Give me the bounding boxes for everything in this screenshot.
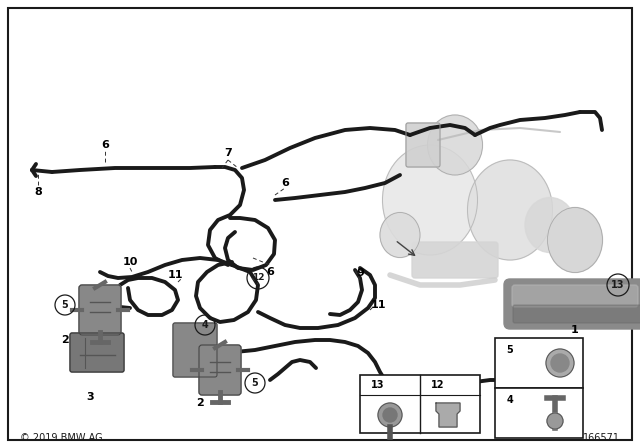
- Text: 6: 6: [101, 140, 109, 150]
- Text: 6: 6: [266, 267, 274, 277]
- Text: 3: 3: [86, 392, 94, 402]
- Text: 12: 12: [431, 380, 445, 390]
- Circle shape: [378, 403, 402, 427]
- Ellipse shape: [547, 207, 602, 272]
- Text: 2: 2: [196, 398, 204, 408]
- Text: 5: 5: [507, 345, 513, 355]
- FancyBboxPatch shape: [406, 123, 440, 167]
- Circle shape: [383, 408, 397, 422]
- Circle shape: [551, 354, 569, 372]
- Text: 13: 13: [371, 380, 385, 390]
- Text: 4: 4: [507, 395, 513, 405]
- FancyBboxPatch shape: [70, 333, 124, 372]
- Text: 5: 5: [252, 378, 259, 388]
- Text: 7: 7: [224, 148, 232, 158]
- Text: 166571: 166571: [583, 433, 620, 443]
- Bar: [495, 338, 583, 388]
- Ellipse shape: [383, 145, 477, 255]
- Text: 12: 12: [252, 273, 264, 283]
- FancyBboxPatch shape: [512, 285, 638, 307]
- Ellipse shape: [467, 160, 552, 260]
- Polygon shape: [436, 403, 460, 427]
- Bar: [360, 375, 480, 433]
- Circle shape: [546, 349, 574, 377]
- Ellipse shape: [380, 212, 420, 258]
- Text: 11: 11: [167, 270, 183, 280]
- Text: 5: 5: [61, 300, 68, 310]
- Text: 6: 6: [281, 178, 289, 188]
- FancyBboxPatch shape: [173, 323, 217, 377]
- FancyBboxPatch shape: [199, 345, 241, 395]
- FancyBboxPatch shape: [504, 279, 640, 329]
- Circle shape: [547, 413, 563, 429]
- Ellipse shape: [428, 115, 483, 175]
- Text: 8: 8: [34, 187, 42, 197]
- FancyBboxPatch shape: [412, 242, 498, 278]
- Text: 4: 4: [202, 320, 209, 330]
- Text: 11: 11: [371, 300, 386, 310]
- Ellipse shape: [525, 198, 575, 253]
- Text: 1: 1: [571, 325, 579, 335]
- FancyBboxPatch shape: [79, 285, 121, 335]
- Text: 9: 9: [356, 268, 364, 278]
- Text: 13: 13: [611, 280, 625, 290]
- FancyBboxPatch shape: [513, 305, 640, 323]
- Bar: [495, 388, 583, 438]
- Text: 2: 2: [61, 335, 69, 345]
- Text: © 2019 BMW AG: © 2019 BMW AG: [20, 433, 102, 443]
- Text: 10: 10: [122, 257, 138, 267]
